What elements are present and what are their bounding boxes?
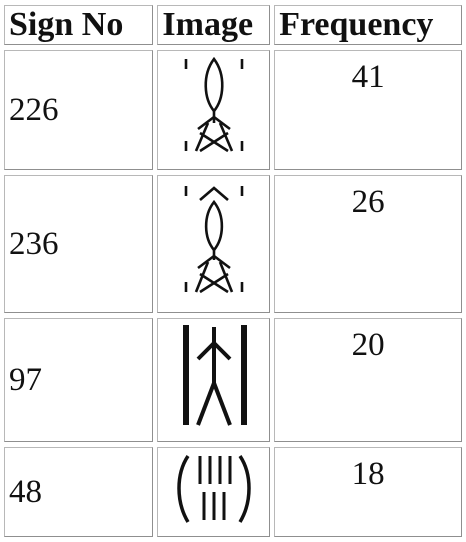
indus-sign-236-icon	[184, 186, 244, 294]
header-row: Sign No Image Frequency	[4, 5, 462, 45]
header-sign-no: Sign No	[4, 5, 154, 45]
sign-image-cell	[157, 447, 271, 537]
table-body: 226	[4, 50, 462, 537]
table-header: Sign No Image Frequency	[4, 5, 462, 45]
table-row: 236	[4, 175, 462, 313]
header-frequency: Frequency	[274, 5, 462, 45]
header-image: Image	[157, 5, 271, 45]
sign-no-cell: 226	[4, 50, 154, 170]
frequency-cell: 20	[274, 318, 462, 442]
frequency-cell: 18	[274, 447, 462, 537]
sign-no-cell: 48	[4, 447, 154, 537]
frequency-cell: 41	[274, 50, 462, 170]
sign-image-cell	[157, 175, 271, 313]
indus-sign-226-icon	[184, 56, 244, 153]
frequency-cell: 26	[274, 175, 462, 313]
table-row: 97 20	[4, 318, 462, 442]
sign-image-cell	[157, 50, 271, 170]
table-row: 48 18	[4, 447, 462, 537]
sign-image-cell	[157, 318, 271, 442]
sign-no-cell: 236	[4, 175, 154, 313]
table-row: 226	[4, 50, 462, 170]
sign-no-cell: 97	[4, 318, 154, 442]
indus-sign-97-icon	[182, 325, 247, 426]
